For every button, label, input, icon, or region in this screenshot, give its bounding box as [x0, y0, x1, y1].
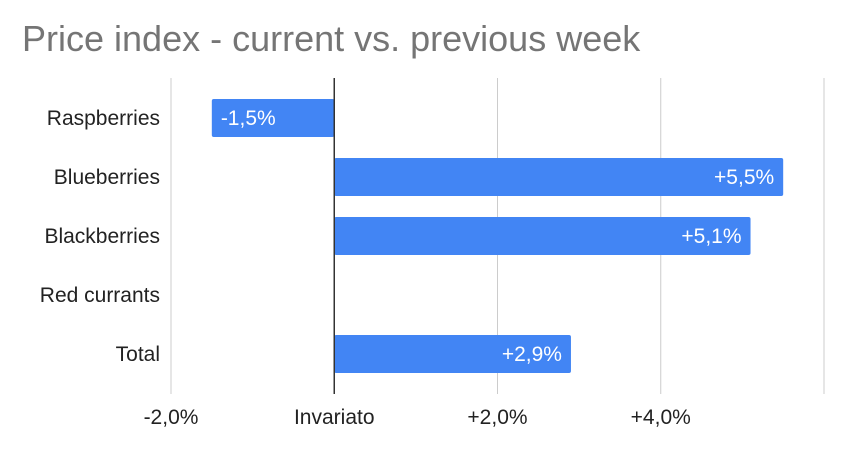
x-tick-label: Invariato: [294, 406, 375, 429]
bar: [334, 158, 784, 196]
category-label: Total: [116, 343, 160, 366]
x-tick-label: +4,0%: [631, 406, 691, 429]
data-label: +2,9%: [502, 343, 562, 366]
bars: [211, 99, 784, 373]
x-tick-labels: -2,0% Invariato +2,0% +4,0%: [144, 406, 691, 429]
x-tick-label: +2,0%: [467, 406, 527, 429]
bar: [334, 335, 571, 373]
category-labels: Raspberries Blueberries Blackberries Red cu…: [40, 107, 160, 366]
data-label: +5,5%: [714, 166, 774, 189]
bar: [334, 217, 751, 255]
category-label: Raspberries: [47, 107, 160, 130]
data-labels: -1,5% +5,5% +5,1% +2,9%: [221, 107, 774, 366]
category-label: Red currants: [40, 284, 160, 307]
data-label: +5,1%: [681, 225, 741, 248]
category-label: Blueberries: [54, 166, 160, 189]
chart-title: Price index - current vs. previous week: [22, 18, 641, 59]
category-label: Blackberries: [44, 225, 160, 248]
x-tick-label: -2,0%: [144, 406, 199, 429]
bar: [211, 99, 335, 137]
data-label: -1,5%: [221, 107, 276, 130]
